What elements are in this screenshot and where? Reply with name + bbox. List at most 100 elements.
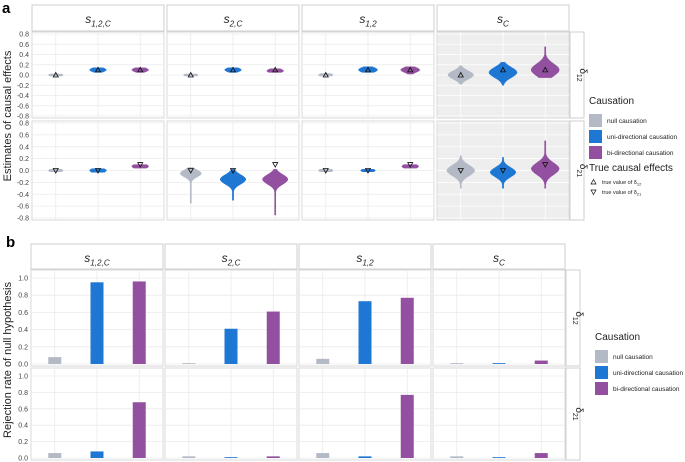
legend-a: Causation null causation uni-directional c… xyxy=(589,96,677,197)
bar-null xyxy=(182,456,196,458)
y-tick-a: 0.4 xyxy=(19,52,29,59)
bar-null xyxy=(450,363,464,364)
bar-uni xyxy=(224,457,238,458)
violin-bi xyxy=(530,140,560,189)
legend-true-title: True causal effects xyxy=(589,163,673,174)
legend-swatch-0 xyxy=(589,114,602,127)
legend-item-1: uni-directional causation xyxy=(613,370,683,377)
strip-col-b-2 xyxy=(298,243,432,270)
bar-bi xyxy=(534,453,548,458)
legend-swatch-1 xyxy=(595,366,608,379)
violin-null xyxy=(183,73,199,77)
legend-item-2: bi-directional causation xyxy=(613,386,680,393)
legend-swatch-1 xyxy=(589,130,602,143)
legend-true-item-1: true value of δ21 xyxy=(602,190,642,197)
true-value-marker-d21 xyxy=(364,168,372,174)
y-tick-b: 0.0 xyxy=(18,456,28,462)
y-tick-b: 0.2 xyxy=(18,439,28,446)
violin-bi xyxy=(131,67,149,73)
bar-null xyxy=(450,456,464,458)
true-value-marker-d21 xyxy=(229,168,237,174)
strip-col-3 xyxy=(436,4,570,32)
strip-label-row-b-0: δ12 xyxy=(571,311,584,324)
true-value-marker-d12 xyxy=(322,71,329,78)
y-tick-a: 0.0 xyxy=(19,168,29,175)
y-tick-a: -0.2 xyxy=(17,180,29,187)
bar-bi xyxy=(400,297,414,364)
y-tick-a: 0.6 xyxy=(19,132,29,139)
strip-label-row-b-1: δ21 xyxy=(571,407,584,420)
true-value-marker-d12 xyxy=(52,71,59,78)
true-value-marker-d21 xyxy=(542,162,549,168)
violin-uni xyxy=(89,67,107,73)
bar-uni xyxy=(90,451,104,458)
strip-label-col-b-2: s1,2 xyxy=(356,251,374,268)
y-tick-b: 0.6 xyxy=(18,310,28,317)
y-tick-a: -0.8 xyxy=(17,216,29,223)
strip-row-b-0 xyxy=(565,269,581,367)
legend-title: Causation xyxy=(589,96,634,107)
panel-b-label: b xyxy=(6,234,15,251)
true-value-marker-d21 xyxy=(137,162,144,168)
strip-row-0 xyxy=(569,31,585,119)
bar-uni xyxy=(492,363,506,364)
legend-item-0: null causation xyxy=(607,118,647,125)
strip-col-1 xyxy=(166,4,300,32)
y-tick-a: -0.4 xyxy=(17,93,29,100)
strip-label-col-1: s2,C xyxy=(224,12,243,29)
legend-swatch-2 xyxy=(589,146,602,159)
violin-bi xyxy=(530,46,560,78)
true-value-marker-d12 xyxy=(229,66,237,73)
true-value-marker-d12 xyxy=(272,66,279,73)
y-tick-b: 1.0 xyxy=(18,276,28,283)
true-value-marker-d21 xyxy=(457,168,464,174)
y-tick-a: 0.8 xyxy=(19,121,29,128)
strip-col-b-1 xyxy=(164,243,298,270)
true-value-marker-d12 xyxy=(457,71,464,78)
bar-null xyxy=(182,363,196,364)
legend-true-marker-1 xyxy=(590,189,597,196)
bar-null xyxy=(316,358,330,364)
violin-bi xyxy=(400,66,420,75)
y-tick-b: 0.0 xyxy=(18,362,28,369)
legend-swatch-0 xyxy=(595,350,608,363)
strip-label-col-0: s1,2,C xyxy=(85,12,111,29)
legend-item-0: null causation xyxy=(613,354,653,361)
violin-uni xyxy=(89,168,107,173)
bar-uni xyxy=(492,457,506,458)
strip-label-col-2: s1,2 xyxy=(359,12,377,29)
true-value-marker-d21 xyxy=(52,168,59,174)
violin-uni xyxy=(219,169,247,201)
strip-label-col-b-3: sC xyxy=(493,251,505,268)
bar-uni xyxy=(224,328,238,364)
legend-item-2: bi-directional causation xyxy=(607,150,674,157)
strip-col-b-0 xyxy=(30,243,164,270)
y-tick-a: -0.2 xyxy=(17,83,29,90)
strip-row-1 xyxy=(569,120,585,221)
y-tick-b: 1.0 xyxy=(18,374,28,381)
y-tick-a: -0.6 xyxy=(17,103,29,110)
bar-uni xyxy=(358,301,372,364)
true-value-marker-d21 xyxy=(322,168,329,174)
strip-label-row-1: δ21 xyxy=(575,164,588,177)
strip-label-col-b-1: s2,C xyxy=(222,251,241,268)
y-tick-a: 0.8 xyxy=(19,32,29,39)
legend-true-marker-0 xyxy=(590,178,597,185)
violin-uni xyxy=(358,66,378,73)
violin-null xyxy=(179,167,202,204)
violin-null xyxy=(447,65,474,85)
violin-null xyxy=(318,169,334,172)
strip-col-0 xyxy=(31,4,165,32)
bar-bi xyxy=(132,402,146,458)
true-value-marker-d21 xyxy=(407,162,414,168)
legend-b: Causation null causation uni-directional c… xyxy=(595,332,683,395)
y-tick-b: 0.6 xyxy=(18,406,28,413)
strip-row-b-1 xyxy=(565,367,581,461)
violin-uni xyxy=(360,169,376,172)
bar-null xyxy=(48,453,62,458)
y-axis-label-b: Rejection rate of null hypothesis xyxy=(2,282,14,438)
bar-uni xyxy=(90,282,104,364)
panel-a: Estimates of causal effects s1,2,C s2,C s1,… xyxy=(2,4,588,223)
violin-null xyxy=(48,169,64,172)
